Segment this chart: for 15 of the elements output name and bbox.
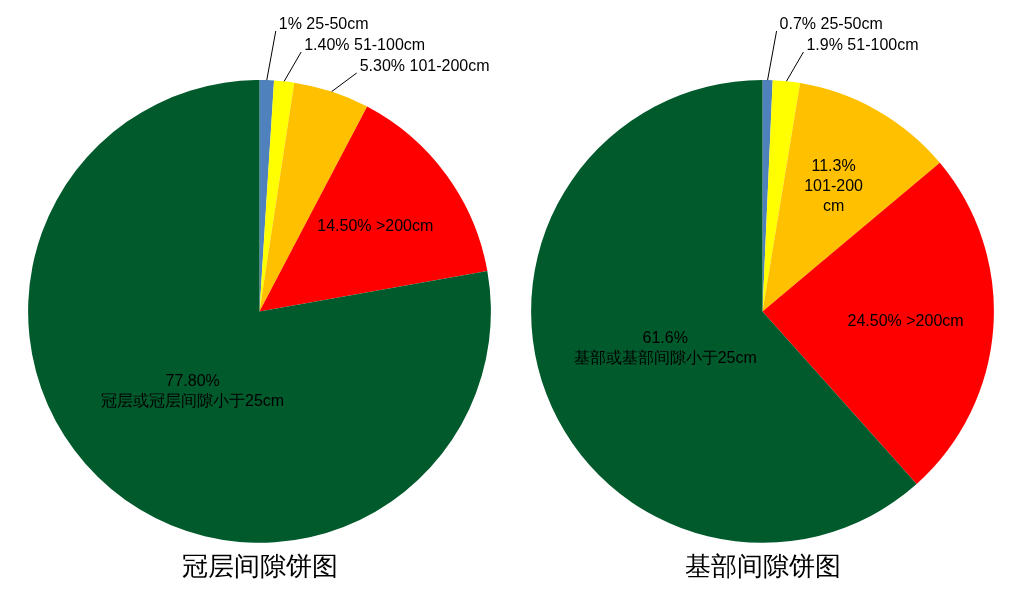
slice-label: 0.7% 25-50cm [779, 15, 883, 33]
data-label: 11.3% [811, 157, 856, 175]
slice-label: 基部或基部间隙小于25cm [573, 348, 757, 366]
slice-label: 24.50% >200cm [847, 312, 964, 330]
slice-label: 14.50% >200cm [317, 217, 434, 235]
slice-label: 1% 25-50cm [278, 15, 369, 33]
data-label: 77.80% [165, 371, 220, 389]
text: 基部间隙饼图 [684, 552, 841, 582]
slice-label: 冠层或冠层间隙小于25cm [101, 391, 285, 409]
slice-label: 101-200cm [804, 177, 864, 215]
slice-label: 5.30% 101-200cm [359, 57, 490, 75]
data-label: 61.6% [642, 328, 688, 346]
text: 冠层间隙饼图 [181, 552, 338, 582]
slice-label: 1.9% 51-100cm [806, 36, 919, 54]
slice-label: 1.40% 51-100cm [304, 36, 426, 54]
